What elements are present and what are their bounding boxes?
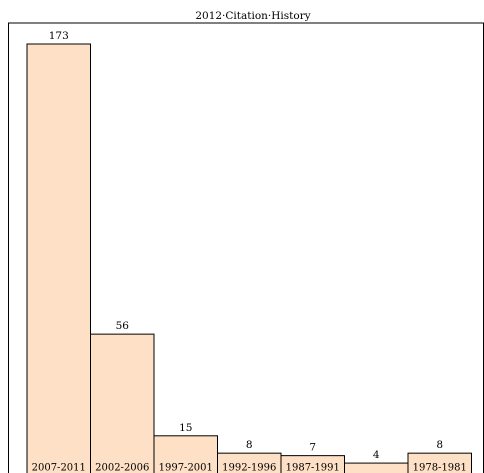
bar-5 xyxy=(344,462,409,473)
value-labels-group: 173 56 15 8 7 4 8 xyxy=(49,30,443,461)
value-label-4: 7 xyxy=(309,442,316,454)
value-label-3: 8 xyxy=(246,439,253,451)
category-label-6: 1978-1981 xyxy=(413,463,467,473)
category-label-2: 1997-2001 xyxy=(159,463,213,473)
value-label-2: 15 xyxy=(179,422,192,434)
value-label-0: 173 xyxy=(49,30,69,42)
value-label-5: 4 xyxy=(373,449,380,461)
category-label-0: 2007-2011 xyxy=(32,463,86,473)
bar-2 xyxy=(153,435,218,473)
bar-6 xyxy=(407,452,472,473)
value-label-1: 56 xyxy=(116,320,130,332)
category-labels-group: 2007-2011 2002-2006 1997-2001 1992-1996 1987… xyxy=(32,463,467,473)
category-label-1: 2002-2006 xyxy=(95,463,149,473)
category-label-3: 1992-1996 xyxy=(222,463,276,473)
bar-1 xyxy=(90,333,155,473)
category-label-4: 1987-1991 xyxy=(286,463,340,473)
chart-title: 2012·Citation·History xyxy=(195,10,310,22)
bars-group xyxy=(26,43,472,473)
bar-0 xyxy=(26,43,91,473)
value-label-6: 8 xyxy=(436,439,443,451)
